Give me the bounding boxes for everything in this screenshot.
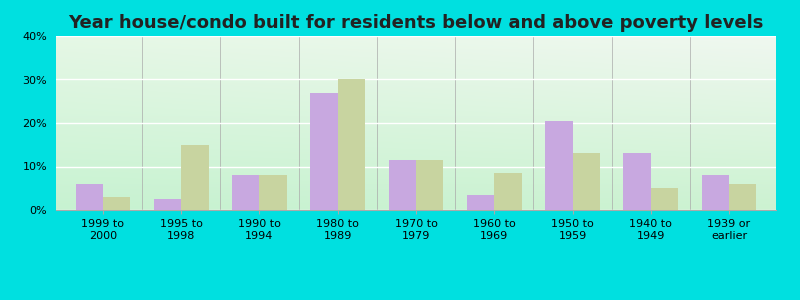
Bar (75, 184, 103, 210)
Bar (232, 175, 259, 210)
Bar (623, 154, 650, 210)
Bar (389, 160, 416, 210)
Bar (338, 80, 365, 210)
Bar (310, 92, 338, 210)
Bar (259, 175, 287, 210)
Bar (467, 195, 494, 210)
Bar (182, 145, 209, 210)
Bar (573, 154, 600, 210)
Title: Year house/condo built for residents below and above poverty levels: Year house/condo built for residents bel… (68, 14, 764, 32)
Bar (545, 121, 573, 210)
Bar (650, 188, 678, 210)
Bar (103, 197, 130, 210)
Bar (154, 199, 182, 210)
Bar (729, 184, 757, 210)
Bar (494, 173, 522, 210)
Bar (416, 160, 443, 210)
Bar (702, 175, 729, 210)
